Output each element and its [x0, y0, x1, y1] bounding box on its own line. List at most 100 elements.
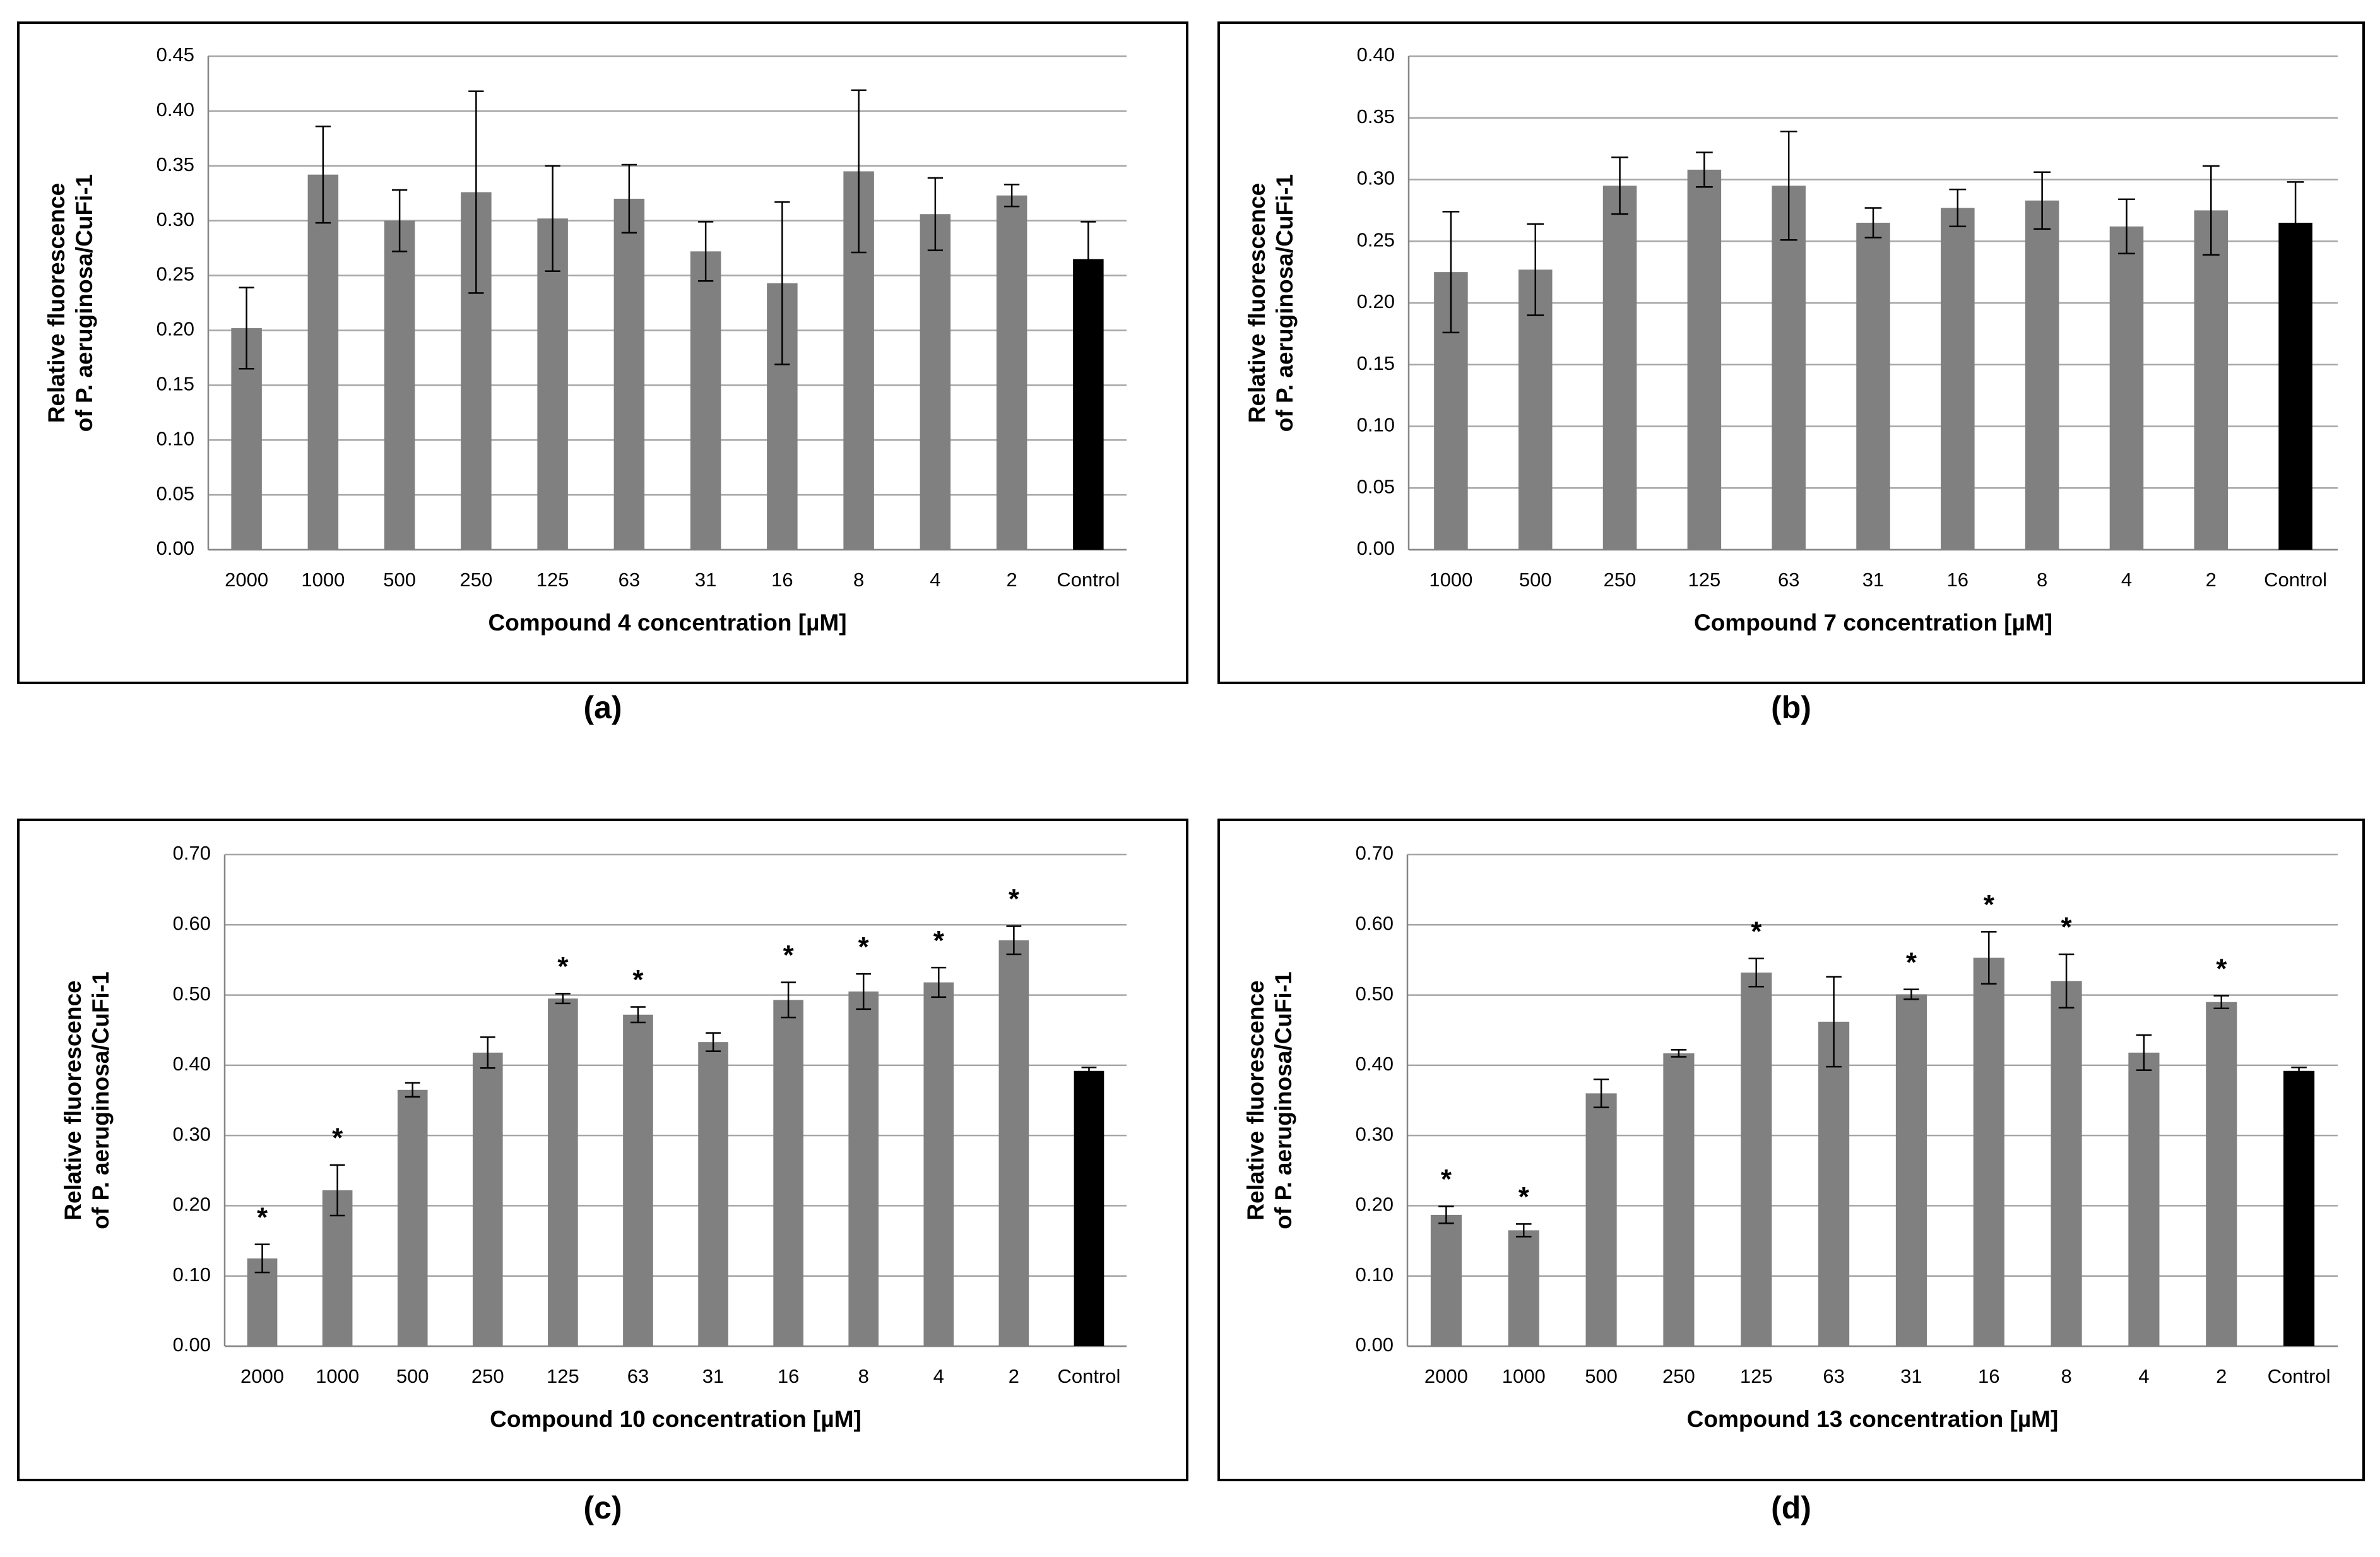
significance-marker: *	[1906, 947, 1917, 978]
y-tick-label: 0.40	[1356, 1053, 1394, 1075]
bar	[1856, 222, 1890, 550]
bar	[2025, 200, 2059, 550]
error-bar	[774, 201, 790, 365]
x-axis-title: Compound 7 concentration [µM]	[1694, 610, 2052, 636]
y-tick-label: 0.40	[173, 1053, 211, 1075]
error-bar	[329, 1164, 345, 1217]
bar	[1585, 1093, 1617, 1346]
x-tick-label: 2000	[225, 569, 268, 591]
y-tick-label: 0.25	[157, 263, 194, 285]
bar	[2128, 1052, 2160, 1346]
x-tick-label: 500	[1519, 569, 1552, 591]
y-tick-label: 0.45	[157, 44, 194, 66]
bar	[397, 1089, 428, 1346]
y-tick-label: 0.30	[173, 1123, 211, 1145]
y-axis-title: of P. aeruginosa/CuFi-1	[71, 174, 97, 432]
x-tick-label: 8	[2037, 569, 2047, 591]
y-tick-label: 0.60	[173, 912, 211, 934]
y-axis-title: Relative fluorescence	[1243, 980, 1269, 1220]
error-bar	[1527, 223, 1544, 316]
error-bar	[1671, 1049, 1687, 1058]
bar	[1508, 1230, 1539, 1346]
significance-marker: *	[632, 964, 644, 995]
bar	[1818, 1021, 1850, 1346]
error-bar	[555, 993, 571, 1005]
panel-frame	[1217, 819, 2365, 1481]
x-tick-label: 31	[1862, 569, 1884, 591]
bar	[1772, 186, 1806, 550]
y-tick-label: 0.10	[173, 1264, 211, 1286]
y-tick-label: 0.30	[1356, 1123, 1394, 1145]
x-tick-label: 4	[933, 1365, 944, 1387]
significance-marker: *	[1441, 1164, 1452, 1195]
bar	[698, 1042, 728, 1346]
bar	[1895, 994, 1927, 1346]
bar	[613, 198, 645, 550]
bar	[1074, 1070, 1104, 1346]
y-axis-title: Relative fluorescence	[1244, 183, 1270, 423]
panel-frame	[1217, 21, 2365, 684]
x-tick-label: 8	[853, 569, 864, 591]
bar	[307, 174, 339, 550]
error-bar	[706, 1032, 721, 1052]
panel-label: (b)	[1771, 690, 1811, 725]
error-bar	[1442, 211, 1460, 334]
x-tick-label: 250	[471, 1365, 504, 1387]
x-axis-title: Compound 13 concentration [µM]	[1687, 1406, 2059, 1432]
bar	[548, 998, 578, 1346]
error-bar	[315, 125, 331, 224]
x-tick-label: 63	[1778, 569, 1799, 591]
significance-marker: *	[257, 1202, 268, 1233]
significance-marker: *	[2061, 912, 2073, 943]
significance-marker: *	[2216, 953, 2227, 984]
bar	[690, 251, 721, 550]
x-tick-label: 16	[771, 569, 793, 591]
error-bar	[1080, 221, 1096, 297]
x-tick-label: 4	[2121, 569, 2132, 591]
error-bar	[392, 189, 408, 252]
error-bar	[931, 966, 947, 998]
y-axis-title: Relative fluorescence	[44, 183, 69, 423]
y-tick-label: 0.50	[1356, 983, 1394, 1005]
bar	[1518, 269, 1553, 550]
x-tick-label: 2000	[1424, 1365, 1468, 1387]
error-bar	[1864, 207, 1882, 239]
x-tick-label: 125	[536, 569, 569, 591]
x-tick-label: Control	[1057, 569, 1120, 591]
x-axis-title: Compound 4 concentration [µM]	[488, 610, 846, 636]
x-tick-label: 125	[1688, 569, 1720, 591]
x-tick-label: 500	[396, 1365, 429, 1387]
panel-label: (d)	[1771, 1490, 1811, 1525]
panel-label: (a)	[583, 690, 622, 725]
error-bar	[1826, 976, 1842, 1068]
error-bar	[545, 165, 560, 272]
error-bar	[2291, 1066, 2307, 1075]
x-tick-label: 8	[2061, 1365, 2071, 1387]
bar	[1741, 972, 1772, 1346]
x-tick-label: 63	[619, 569, 640, 591]
y-tick-label: 0.20	[173, 1193, 211, 1216]
y-tick-label: 0.00	[157, 537, 194, 559]
x-tick-label: 125	[1740, 1365, 1773, 1387]
y-axis-title: of P. aeruginosa/CuFi-1	[1272, 174, 1298, 432]
x-tick-label: 2	[1007, 569, 1017, 591]
x-tick-label: 4	[2138, 1365, 2149, 1387]
error-bar	[1438, 1205, 1454, 1224]
x-tick-label: 31	[695, 569, 716, 591]
error-bar	[480, 1036, 495, 1069]
y-axis-title: of P. aeruginosa/CuFi-1	[88, 971, 114, 1229]
significance-marker: *	[933, 925, 945, 956]
y-tick-label: 0.00	[1357, 537, 1395, 559]
bar	[537, 218, 568, 550]
significance-marker: *	[1009, 884, 1020, 915]
error-bar	[621, 163, 637, 234]
bar	[2278, 222, 2312, 550]
bar	[923, 982, 954, 1346]
bar	[384, 220, 415, 550]
x-tick-label: 250	[1604, 569, 1637, 591]
bar	[1973, 957, 2004, 1346]
x-tick-label: 31	[1900, 1365, 1922, 1387]
x-tick-label: 250	[1662, 1365, 1695, 1387]
